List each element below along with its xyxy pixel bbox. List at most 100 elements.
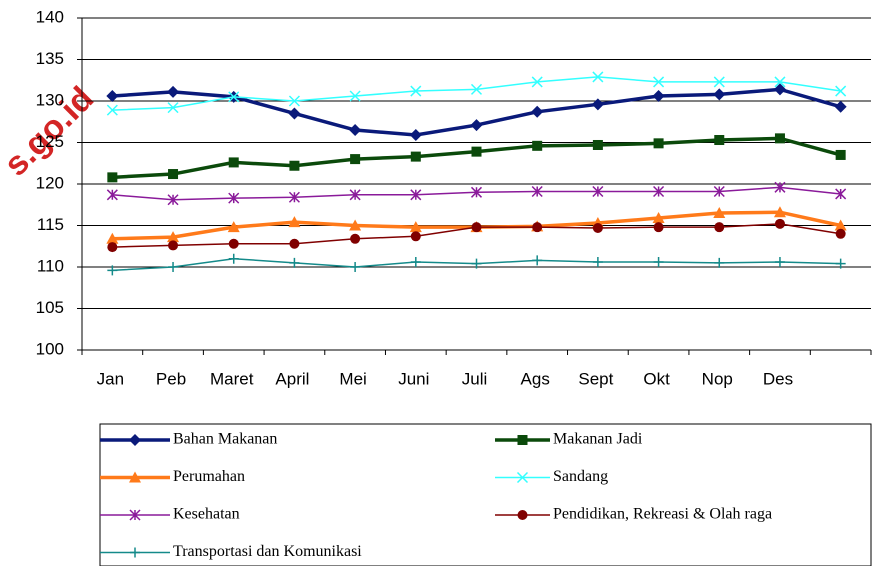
marker: [591, 98, 604, 111]
marker: [167, 231, 180, 243]
marker: [350, 262, 361, 272]
marker: [349, 124, 362, 137]
marker: [410, 85, 422, 97]
y-tick-label: 110: [37, 256, 64, 275]
legend-label: Makanan Jadi: [553, 431, 643, 448]
marker: [653, 222, 664, 233]
marker: [409, 129, 422, 142]
marker: [532, 222, 543, 233]
legend-label: Sandang: [553, 468, 608, 485]
x-tick-label: Sept: [578, 369, 613, 388]
marker: [167, 102, 179, 114]
marker: [350, 233, 361, 244]
legend-marker: [129, 434, 141, 446]
legend-marker: [516, 471, 529, 484]
marker: [773, 83, 786, 96]
marker: [168, 169, 179, 180]
marker: [531, 76, 543, 88]
marker: [713, 207, 726, 219]
legend-marker: [130, 547, 140, 558]
marker: [106, 104, 118, 116]
marker: [288, 95, 300, 107]
marker: [228, 157, 239, 168]
legend-label: Transportasi dan Komunikasi: [173, 543, 362, 560]
y-tick-label: 100: [36, 339, 64, 358]
marker: [289, 238, 300, 249]
x-tick-label: Jan: [97, 369, 124, 388]
marker: [470, 83, 483, 95]
marker: [835, 188, 847, 200]
marker: [349, 219, 362, 231]
marker: [835, 228, 846, 239]
marker: [531, 105, 544, 118]
marker: [349, 90, 361, 102]
legend-label: Bahan Makanan: [173, 431, 277, 448]
legend-label: Pendidikan, Rekreasi & Olah raga: [553, 506, 772, 523]
x-tick-label: Mei: [339, 369, 366, 388]
marker: [532, 140, 543, 151]
marker: [713, 185, 725, 198]
marker: [228, 253, 239, 264]
marker: [289, 257, 300, 268]
marker: [106, 90, 119, 103]
y-tick-label: 125: [36, 132, 64, 151]
y-tick-label: 105: [36, 298, 64, 317]
legend-marker: [517, 510, 528, 520]
marker: [774, 76, 786, 88]
marker: [228, 91, 240, 103]
y-tick-label: 130: [36, 90, 64, 109]
marker: [714, 135, 725, 146]
marker: [470, 186, 483, 198]
marker: [409, 221, 422, 233]
marker: [532, 255, 543, 266]
marker: [713, 76, 725, 88]
marker: [167, 85, 180, 98]
x-tick-label: April: [275, 369, 309, 388]
legend-box: [99, 423, 872, 566]
x-tick-label: Des: [763, 369, 793, 388]
marker: [835, 149, 846, 160]
marker: [653, 76, 665, 88]
marker: [107, 172, 118, 183]
marker: [773, 206, 786, 218]
y-tick-label: 135: [36, 49, 64, 68]
y-tick-label: 115: [37, 215, 64, 234]
marker: [470, 119, 483, 132]
marker: [288, 191, 300, 203]
legend-label: Kesehatan: [173, 506, 240, 523]
x-tick-label: Juli: [462, 369, 488, 388]
legend-marker: [129, 471, 141, 483]
marker: [168, 262, 179, 272]
marker: [410, 189, 422, 201]
marker: [713, 88, 726, 101]
marker: [410, 257, 421, 268]
x-tick-label: Okt: [643, 369, 670, 388]
marker: [350, 154, 361, 165]
marker: [289, 160, 300, 171]
legend-marker: [517, 435, 528, 445]
marker: [167, 194, 179, 206]
marker: [592, 71, 604, 83]
marker: [835, 258, 846, 269]
marker: [774, 181, 786, 193]
marker: [471, 146, 482, 157]
marker: [834, 219, 847, 231]
y-tick-label: 120: [36, 173, 64, 192]
marker: [349, 189, 361, 201]
marker: [653, 185, 665, 198]
x-tick-label: Ags: [521, 369, 550, 388]
marker: [410, 231, 421, 242]
marker: [652, 90, 665, 103]
marker: [714, 257, 725, 268]
marker: [714, 222, 725, 233]
marker: [227, 221, 240, 233]
marker: [410, 151, 421, 162]
marker: [653, 257, 664, 268]
marker: [531, 185, 543, 198]
marker: [168, 240, 179, 251]
marker: [106, 232, 119, 244]
x-tick-label: Juni: [398, 369, 429, 388]
marker: [288, 216, 301, 228]
legend-marker: [129, 509, 141, 521]
